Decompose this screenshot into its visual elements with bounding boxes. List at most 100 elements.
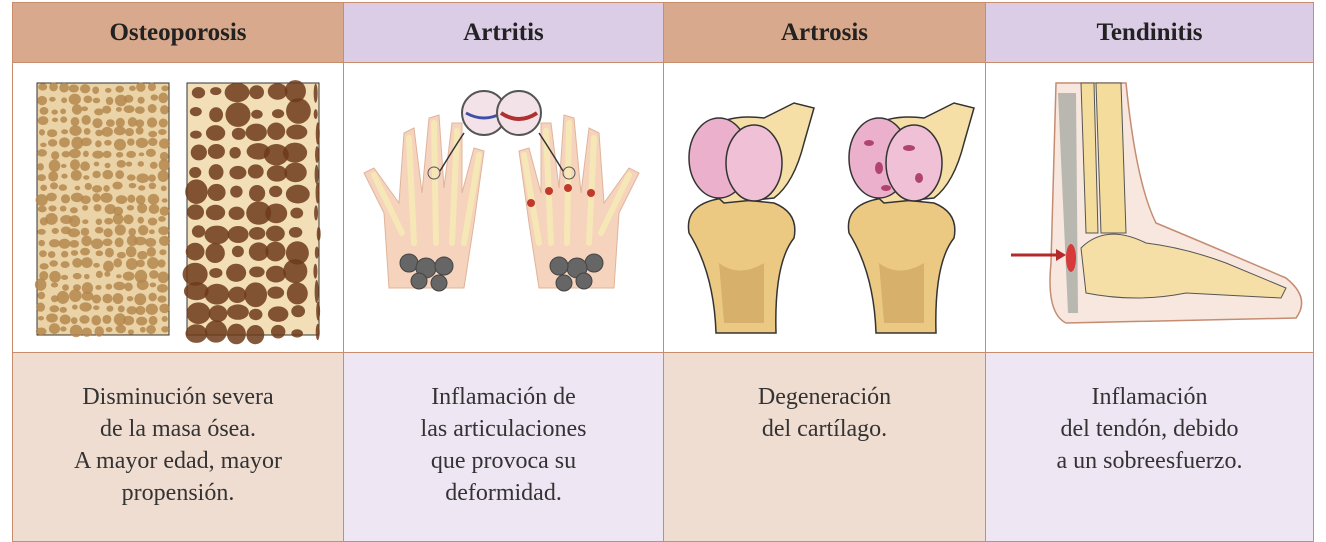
bone-pore bbox=[290, 207, 304, 219]
bone-pore bbox=[159, 206, 170, 216]
bone-pore bbox=[59, 137, 70, 148]
bone-pore bbox=[265, 265, 286, 283]
bone-pore bbox=[207, 143, 225, 159]
bone-pore bbox=[83, 128, 91, 135]
bone-texture-illustration bbox=[34, 80, 321, 345]
bone-pore bbox=[186, 204, 205, 220]
bone-pore bbox=[69, 207, 78, 214]
knees-illustration bbox=[687, 102, 975, 334]
bone-pore bbox=[60, 116, 68, 123]
bone-pore bbox=[157, 271, 169, 284]
bone-pore bbox=[267, 83, 288, 100]
bone-pore bbox=[313, 83, 318, 103]
bone-pore bbox=[125, 161, 133, 167]
bone-pore bbox=[286, 98, 311, 124]
bone-pore bbox=[81, 327, 92, 337]
bone-pore bbox=[126, 296, 134, 302]
bone-pore bbox=[230, 185, 243, 198]
bone-pore bbox=[314, 279, 319, 304]
bone-pore bbox=[37, 228, 46, 235]
bone-pore bbox=[62, 284, 69, 291]
bone-pore bbox=[185, 242, 205, 261]
column-header: Tendinitis bbox=[985, 2, 1314, 63]
bone-pore bbox=[92, 170, 101, 179]
bone-pore bbox=[244, 282, 268, 308]
bone-pore bbox=[80, 161, 90, 172]
bone-pore bbox=[70, 250, 79, 256]
bone-pore bbox=[135, 126, 144, 135]
bone-pore bbox=[95, 140, 102, 148]
bone-pore bbox=[313, 109, 318, 120]
bone-pore bbox=[208, 305, 228, 323]
bone-pore bbox=[127, 138, 135, 146]
bone-pore bbox=[69, 159, 80, 171]
bone-pore bbox=[67, 228, 81, 238]
bone-pore bbox=[69, 125, 82, 136]
bone-pore bbox=[37, 95, 48, 106]
bone-pore bbox=[135, 194, 146, 205]
bone-pore bbox=[102, 169, 114, 180]
bone-pore bbox=[183, 282, 209, 301]
bone-pore bbox=[112, 213, 124, 225]
bone-pore bbox=[51, 227, 59, 235]
description-line: las articulaciones bbox=[420, 416, 587, 442]
bone-pore bbox=[285, 184, 310, 204]
bone-pore bbox=[80, 247, 91, 256]
bone-pore bbox=[40, 142, 47, 148]
bone-pore bbox=[158, 118, 168, 128]
bone-pore bbox=[49, 260, 58, 267]
bone-pore bbox=[38, 239, 45, 247]
bone-pore bbox=[267, 286, 285, 299]
bone-pore bbox=[59, 82, 70, 93]
bone-pore bbox=[113, 206, 124, 216]
bone-pore bbox=[71, 136, 84, 150]
description-line: Disminución severa bbox=[82, 384, 274, 410]
bone-pore bbox=[285, 241, 309, 265]
bone-pore bbox=[288, 226, 303, 238]
bone-pore bbox=[49, 96, 56, 102]
bone-pore bbox=[37, 163, 44, 171]
bone-pore bbox=[127, 174, 136, 181]
bone-pore bbox=[114, 94, 127, 107]
bone-pore bbox=[74, 185, 81, 191]
bone-pore bbox=[249, 85, 264, 100]
bone-pore bbox=[94, 108, 104, 116]
bone-pore bbox=[228, 286, 247, 304]
bone-pore bbox=[248, 242, 269, 262]
bone-pore bbox=[70, 169, 82, 181]
bone-pore bbox=[82, 150, 89, 158]
bone-pore bbox=[145, 237, 157, 247]
bone-pore bbox=[35, 327, 47, 336]
bone-pore bbox=[103, 228, 113, 238]
bone-pore bbox=[48, 239, 60, 248]
description-cell: Degeneración del cartílago. bbox=[663, 352, 986, 542]
bone-pore bbox=[101, 126, 113, 137]
bone-pore bbox=[61, 173, 68, 179]
bone-pore bbox=[265, 225, 285, 242]
bone-pore bbox=[125, 128, 134, 137]
bone-pore bbox=[314, 246, 319, 259]
bone-pore bbox=[39, 106, 49, 115]
bone-pore bbox=[270, 324, 286, 339]
bone-pore bbox=[60, 108, 67, 115]
description-cell: Inflamación del tendón, debido a un sobree… bbox=[985, 352, 1314, 542]
bone-pore bbox=[115, 117, 125, 128]
bone-pore bbox=[58, 184, 67, 191]
bone-pore bbox=[127, 194, 136, 203]
bone-pore bbox=[95, 129, 103, 137]
bone-pore bbox=[126, 150, 136, 159]
bone-pore bbox=[190, 130, 202, 139]
hands-illustration bbox=[363, 90, 640, 292]
bone-pore bbox=[148, 203, 160, 215]
description-line: A mayor edad, mayor bbox=[74, 448, 282, 474]
bone-pore bbox=[102, 314, 112, 324]
bone-pore bbox=[70, 117, 80, 127]
bone-pore bbox=[159, 151, 169, 161]
bone-pore bbox=[115, 170, 125, 179]
bone-pore bbox=[81, 257, 93, 268]
bone-pore bbox=[49, 82, 58, 92]
bone-pore bbox=[49, 305, 60, 313]
bone-pore bbox=[210, 87, 222, 96]
bone-pore bbox=[135, 119, 145, 128]
description-line: deformidad. bbox=[445, 480, 562, 506]
